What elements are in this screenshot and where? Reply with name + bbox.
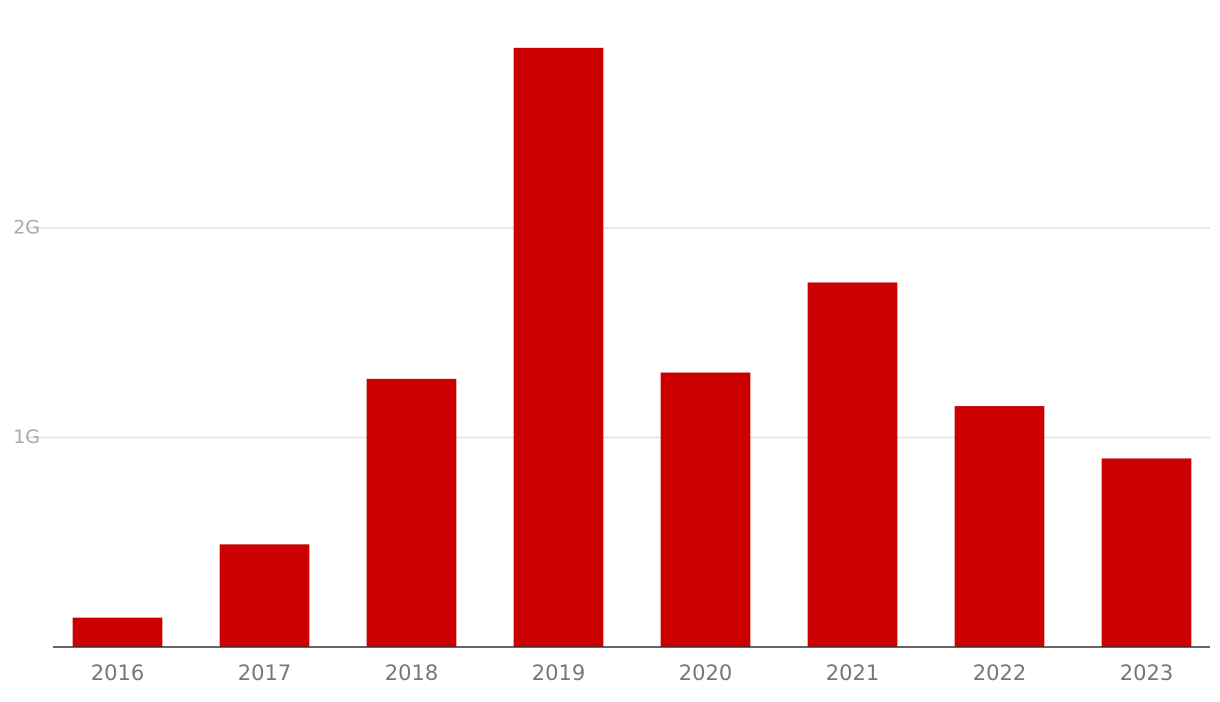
x-tick-label: 2018 <box>385 661 438 685</box>
bar <box>219 544 310 647</box>
bar <box>807 282 898 647</box>
x-tick-label: 2021 <box>826 661 879 685</box>
bar <box>72 617 163 647</box>
bar <box>954 406 1045 647</box>
bar <box>1101 458 1192 647</box>
y-tick-label: 2G <box>13 217 40 239</box>
x-tick-label: 2016 <box>91 661 144 685</box>
bar <box>513 47 604 647</box>
x-tick-label: 2023 <box>1120 661 1173 685</box>
bar <box>366 378 457 647</box>
x-tick-label: 2022 <box>973 661 1026 685</box>
y-tick-label: 1G <box>13 426 40 448</box>
x-tick-label: 2020 <box>679 661 732 685</box>
x-tick-label: 2019 <box>532 661 585 685</box>
bar <box>660 372 751 647</box>
x-tick-label: 2017 <box>238 661 291 685</box>
